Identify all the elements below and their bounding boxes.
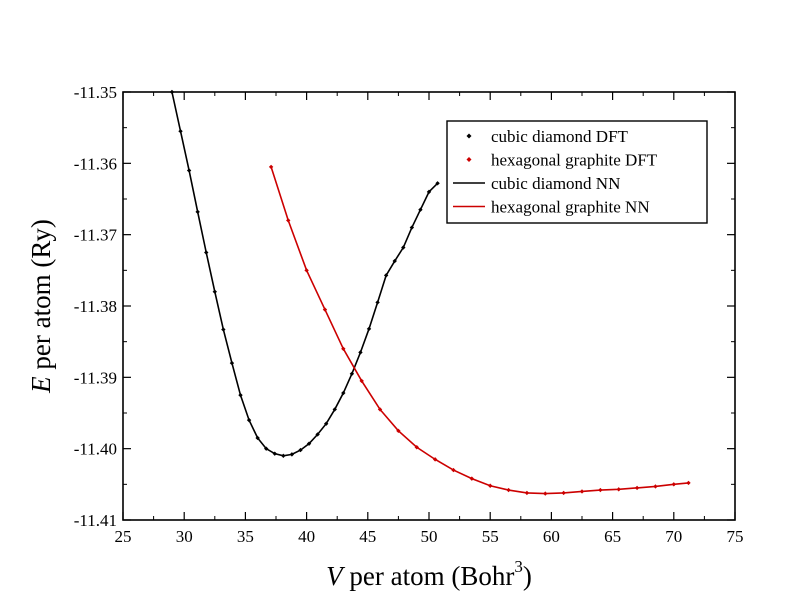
x-axis-sup: 3: [514, 557, 523, 576]
x-tick-label: 35: [237, 527, 254, 546]
x-tick-label: 50: [421, 527, 438, 546]
legend-label: cubic diamond NN: [491, 174, 620, 193]
legend-label: hexagonal graphite DFT: [491, 151, 658, 170]
y-tick-label: -11.35: [74, 83, 117, 102]
x-axis-title: V per atom (Bohr3): [326, 557, 532, 591]
legend-box: [446, 120, 708, 224]
y-tick-label: -11.41: [74, 511, 117, 530]
y-axis-text: per atom (Ry): [26, 219, 56, 376]
x-tick-label: 55: [482, 527, 499, 546]
legend-label: hexagonal graphite NN: [491, 198, 650, 217]
y-tick-label: -11.39: [74, 368, 117, 387]
y-axis-title: E per atom (Ry): [26, 219, 56, 394]
tick-layer: 25 30 35 40 45 50 55 60 65 70 75 -11.41 -11.40 -11.39…: [74, 83, 744, 546]
y-axis-var: E: [26, 376, 56, 394]
series-layer: [169, 89, 691, 496]
x-axis-close: ): [523, 561, 532, 591]
x-tick-label: 65: [604, 527, 621, 546]
legend-marker: [466, 133, 472, 139]
y-tick-label: -11.40: [74, 440, 117, 459]
x-tick-label: 45: [359, 527, 376, 546]
x-axis-var: V: [326, 561, 346, 591]
x-tick-label: 75: [727, 527, 744, 546]
x-tick-label: 40: [298, 527, 315, 546]
x-tick-label: 25: [115, 527, 132, 546]
x-tick-label: 70: [665, 527, 682, 546]
y-tick-label: -11.38: [74, 297, 117, 316]
legend: cubic diamond DFT hexagonal graphite DFT c…: [446, 120, 708, 224]
x-axis-text: per atom (Bohr: [343, 561, 515, 591]
y-tick-label: -11.37: [74, 226, 118, 245]
series-line-3: [270, 166, 689, 495]
x-tick-label: 30: [176, 527, 193, 546]
legend-label: cubic diamond DFT: [491, 127, 629, 146]
y-tick-label: -11.36: [74, 154, 117, 173]
x-tick-label: 60: [543, 527, 560, 546]
legend-marker: [466, 157, 472, 162]
series-line-2: [171, 91, 439, 457]
